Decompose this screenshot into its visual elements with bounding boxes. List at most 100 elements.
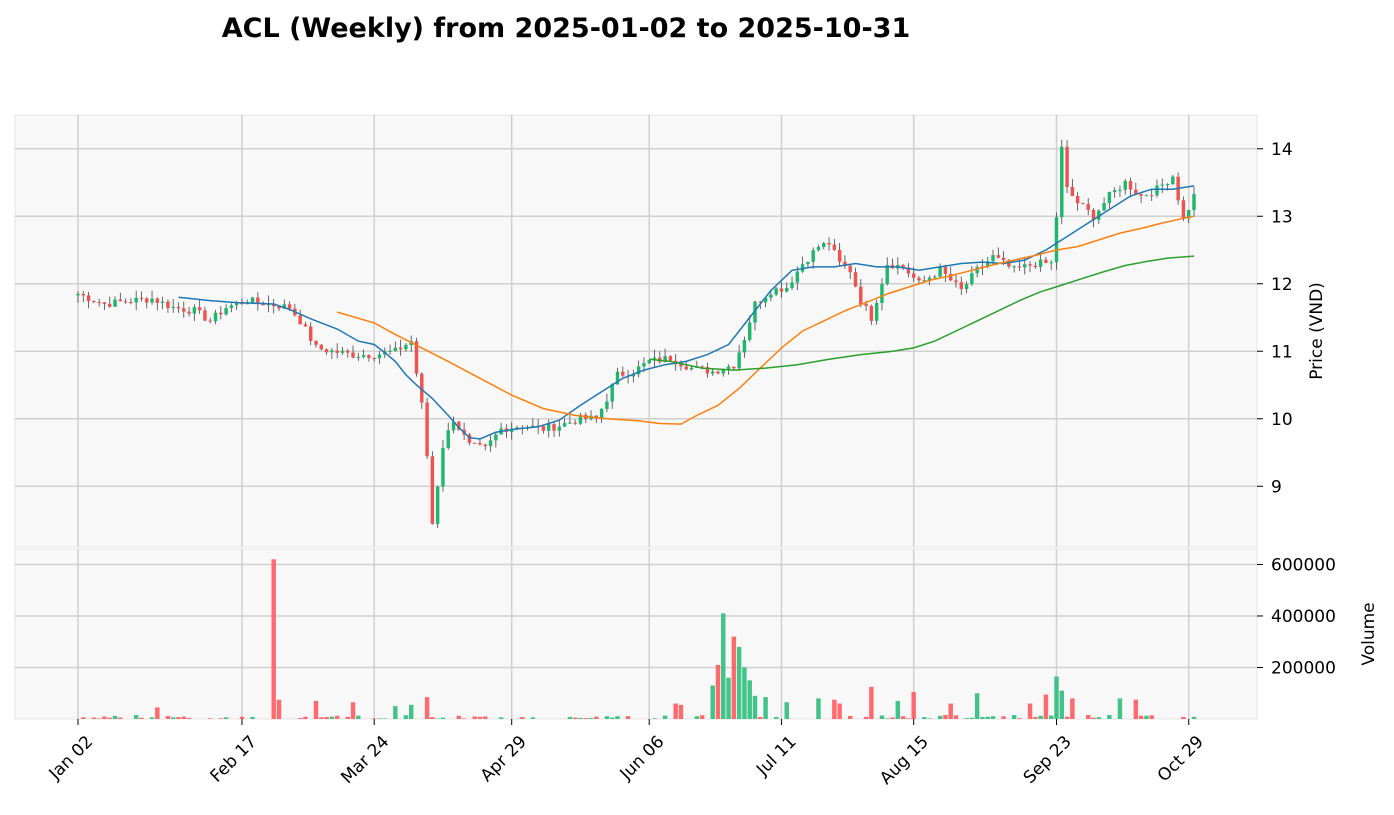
x-tick-label: Mar 24 (337, 732, 393, 788)
x-tick-label: Sep 23 (1020, 732, 1076, 788)
volume-bar-down (699, 715, 705, 719)
volume-bar-down (483, 716, 488, 719)
volume-bar-up (403, 715, 409, 719)
volume-bar-up (710, 685, 715, 719)
candle-up (404, 345, 408, 350)
volume-bar-up (440, 717, 446, 719)
price-panel: 9 10 11 12 13 14 Price (VND) (14, 114, 1327, 548)
volume-bar-down (139, 717, 144, 719)
volume-bar-up (408, 704, 414, 719)
candle-up (605, 401, 609, 409)
volume-bar-down (456, 715, 462, 719)
volume-bar-up (784, 702, 789, 719)
candle-up (1038, 259, 1043, 267)
candle-down (414, 341, 419, 374)
candle-up (1160, 184, 1164, 186)
volume-bar-down (181, 716, 187, 719)
volume-bar-down (107, 717, 112, 719)
volume-bar-down (424, 697, 430, 719)
candle-down (182, 308, 186, 312)
volume-bar-up (974, 693, 980, 719)
x-tick-label: Feb 17 (207, 732, 262, 787)
volume-bar-up (885, 718, 890, 719)
volume-bar-up (652, 718, 657, 719)
candle-up (636, 366, 641, 375)
candle-up (340, 350, 345, 353)
moving-average-lines (178, 185, 1195, 440)
volume-bar-down (1033, 716, 1038, 719)
volume-bar-down (81, 717, 86, 719)
candle-up (970, 273, 974, 285)
candle-up (790, 282, 794, 288)
volume-bar-down (1091, 717, 1096, 719)
volume-bar-down (461, 718, 467, 719)
volume-bar-up (1059, 690, 1064, 719)
candle-down (176, 306, 181, 309)
price-tick-label: 13 (1271, 207, 1293, 227)
volume-bar-down (324, 716, 329, 719)
candle-down (467, 434, 472, 443)
candle-down (1091, 209, 1096, 220)
price-axis-label: Price (VND) (1307, 282, 1327, 380)
candle-down (996, 255, 1001, 258)
volume-bars (81, 559, 1197, 719)
volume-bar-down (890, 717, 895, 719)
candle-up (991, 255, 995, 262)
volume-bar-down (625, 716, 631, 719)
candle-down (954, 280, 958, 283)
candle-down (1001, 257, 1006, 261)
candle-down (1134, 189, 1138, 194)
volume-bar-down (911, 691, 916, 719)
volume-bar-up (1144, 715, 1149, 719)
candle-up (446, 430, 450, 448)
candle-up (1060, 146, 1064, 218)
volume-bar-down (208, 718, 213, 719)
candle-up (710, 371, 715, 374)
candle-down (271, 303, 276, 307)
volume-bar-up (530, 717, 536, 719)
candle-down (1139, 193, 1143, 196)
x-tick-label: Jun 06 (616, 732, 669, 785)
candle-down (277, 306, 281, 309)
candle-up (224, 308, 228, 315)
candle-down (1181, 200, 1186, 219)
volume-panel-background (14, 548, 1258, 720)
volume-bar-down (1138, 715, 1144, 719)
candle-up (964, 284, 969, 290)
candle-down (869, 305, 874, 321)
candle-up (933, 276, 937, 278)
candle-down (219, 312, 223, 315)
candle-up (515, 427, 519, 429)
volume-bar-up (223, 717, 229, 719)
candle-up (361, 355, 366, 357)
ma-long-line (649, 255, 1195, 371)
volume-bar-up (615, 716, 620, 719)
candle-down (1017, 266, 1022, 268)
candle-up (615, 371, 620, 385)
volume-bar-down (1149, 715, 1154, 719)
candle-down (145, 298, 149, 303)
volume-bar-down (102, 716, 107, 719)
candle-down (959, 282, 963, 290)
candle-down (758, 301, 763, 303)
x-tick-label: Jul 11 (752, 732, 800, 780)
volume-axis-ticks: 200000 400000 600000 (1257, 555, 1336, 678)
volume-bar-down (953, 715, 959, 719)
volume-bar-down (678, 704, 684, 719)
candle-down (668, 356, 673, 361)
volume-bar-down (345, 716, 350, 719)
candle-down (86, 295, 91, 302)
volume-bar-down (906, 718, 911, 719)
candle-up (811, 250, 815, 262)
price-panel-background (14, 114, 1258, 548)
candle-down (324, 349, 329, 353)
candle-down (1028, 264, 1032, 266)
x-tick-label: Oct 29 (1154, 732, 1208, 786)
candle-up (975, 267, 979, 274)
volume-bar-down (239, 716, 245, 719)
volume-bar-down (594, 716, 599, 719)
volume-bar-up (112, 715, 118, 719)
candle-down (684, 366, 688, 370)
candle-up (245, 303, 249, 305)
candle-down (906, 267, 911, 274)
